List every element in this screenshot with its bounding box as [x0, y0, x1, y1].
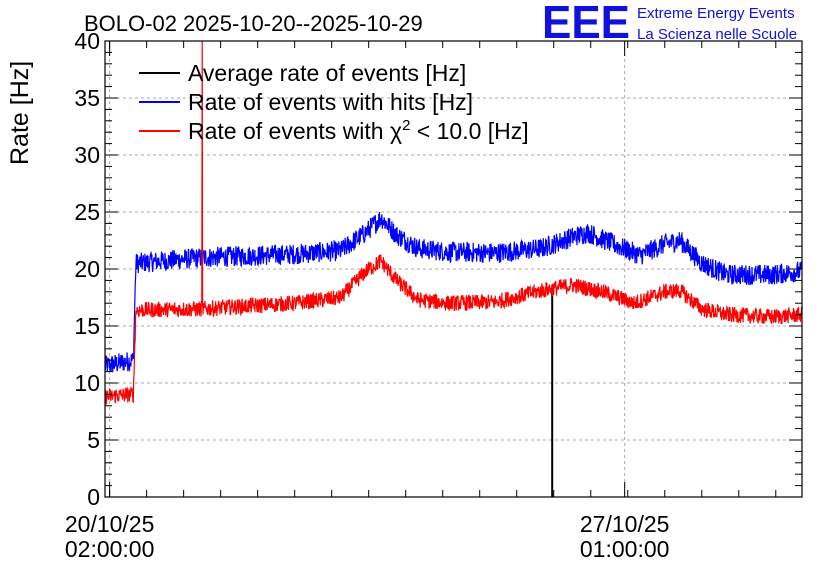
y-tick-label: 40 [74, 28, 100, 54]
y-tick-label: 10 [74, 370, 100, 396]
legend-label-1: Rate of events with hits [Hz] [188, 89, 473, 115]
logo-line2: La Scienza nelle Scuole [637, 26, 797, 43]
y-tick-label: 20 [74, 256, 100, 282]
x-tick-label-date: 20/10/25 [65, 511, 155, 537]
y-tick-label: 5 [87, 427, 100, 453]
legend-label-0: Average rate of events [Hz] [188, 60, 466, 86]
series-line-2 [104, 40, 803, 405]
y-tick-label: 0 [87, 484, 100, 510]
x-tick-label-date: 27/10/25 [580, 511, 670, 537]
logo-line1: Extreme Energy Events [637, 5, 795, 22]
series-line-1 [104, 211, 803, 373]
chart-title: BOLO-02 2025-10-20--2025-10-29 [84, 11, 423, 36]
y-tick-label: 30 [74, 142, 100, 168]
y-tick-label: 25 [74, 199, 100, 225]
y-tick-label: 35 [74, 85, 100, 111]
y-tick-label: 15 [74, 313, 100, 339]
logo-mark: EEE [542, 0, 630, 48]
legend-label-2: Rate of events with χ2 < 10.0 [Hz] [188, 117, 529, 144]
legend: Average rate of events [Hz] Rate of event… [139, 60, 529, 144]
x-tick-label-time: 02:00:00 [65, 536, 155, 562]
y-axis-label: Rate [Hz] [6, 61, 34, 165]
eee-logo: EEE Extreme Energy Events La Scienza nel… [542, 0, 797, 48]
plot-series [104, 40, 803, 497]
x-tick-label-time: 01:00:00 [580, 536, 670, 562]
